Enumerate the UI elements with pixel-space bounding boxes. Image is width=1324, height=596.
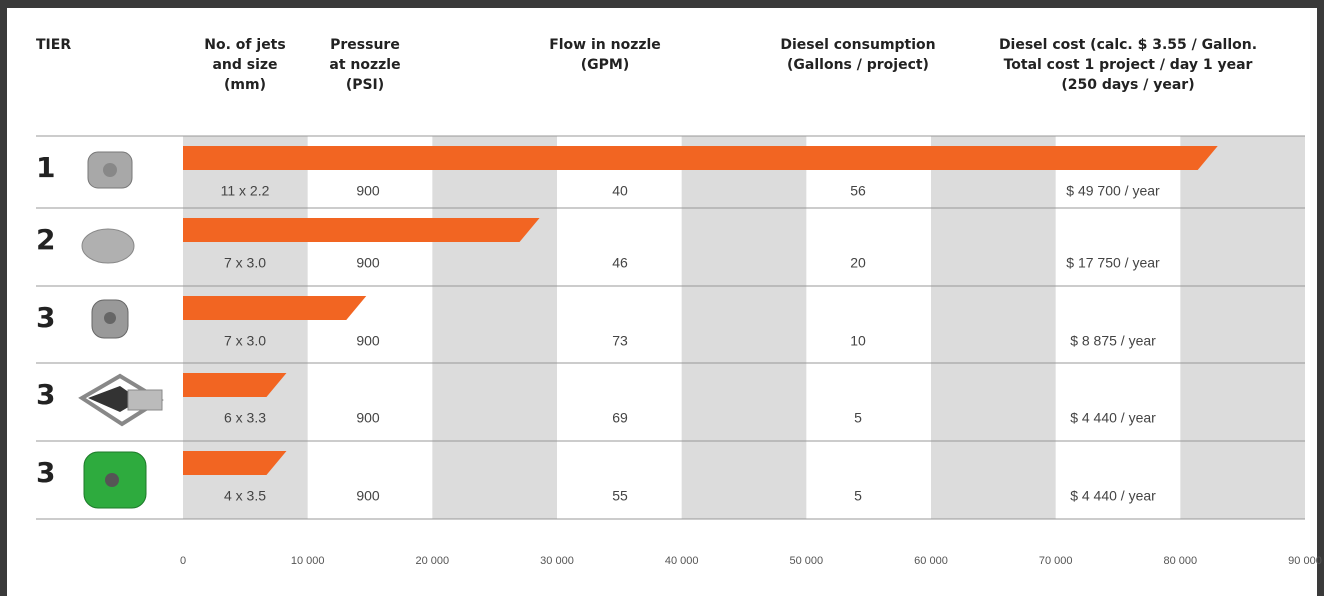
cell-value: 900 bbox=[356, 255, 380, 271]
grid-band bbox=[1180, 136, 1305, 519]
tier-label: 3 bbox=[36, 301, 55, 334]
x-tick-label: 40 000 bbox=[665, 555, 699, 567]
cell-value: 6 x 3.3 bbox=[224, 410, 266, 426]
cell-value: 56 bbox=[850, 183, 866, 199]
column-header: (250 days / year) bbox=[1061, 77, 1194, 93]
tier-label: 3 bbox=[36, 378, 55, 411]
bar bbox=[183, 146, 1218, 170]
column-header: Pressure bbox=[330, 37, 400, 53]
column-header: and size bbox=[212, 57, 277, 73]
cell-value: 900 bbox=[356, 410, 380, 426]
column-header: Flow in nozzle bbox=[549, 37, 661, 53]
tier-header: TIER bbox=[36, 37, 71, 53]
column-header: (GPM) bbox=[581, 57, 629, 73]
cell-value: 900 bbox=[356, 333, 380, 349]
bar bbox=[183, 296, 367, 320]
grid-band bbox=[681, 136, 807, 519]
cell-value: 900 bbox=[356, 488, 380, 504]
column-header: (PSI) bbox=[346, 77, 384, 93]
bar bbox=[183, 451, 287, 475]
x-tick-label: 50 000 bbox=[790, 555, 824, 567]
grid-band bbox=[931, 136, 1056, 519]
cell-value: 900 bbox=[356, 183, 380, 199]
cell-value: $ 8 875 / year bbox=[1070, 333, 1156, 349]
column-header: (Gallons / project) bbox=[787, 57, 929, 73]
nozzle-icons bbox=[78, 151, 164, 509]
column-header: (mm) bbox=[224, 77, 266, 93]
cell-value: 5 bbox=[854, 410, 862, 426]
cell-value: 4 x 3.5 bbox=[224, 488, 266, 504]
cell-value: $ 4 440 / year bbox=[1070, 488, 1156, 504]
column-header: No. of jets bbox=[204, 37, 285, 53]
x-tick-label: 30 000 bbox=[540, 555, 574, 567]
tier-label: 1 bbox=[36, 151, 55, 184]
grid-band bbox=[432, 136, 557, 519]
x-tick-label: 80 000 bbox=[1164, 555, 1198, 567]
cell-value: 7 x 3.0 bbox=[224, 333, 266, 349]
tier-label: 3 bbox=[36, 456, 55, 489]
cell-value: $ 17 750 / year bbox=[1066, 255, 1160, 271]
x-tick-label: 10 000 bbox=[291, 555, 325, 567]
cell-value: 69 bbox=[612, 410, 628, 426]
x-tick-label: 0 bbox=[180, 555, 186, 567]
x-tick-label: 60 000 bbox=[914, 555, 948, 567]
cell-value: $ 4 440 / year bbox=[1070, 410, 1156, 426]
cell-value: 55 bbox=[612, 488, 628, 504]
tier-label: 2 bbox=[36, 223, 55, 256]
column-header: Total cost 1 project / day 1 year bbox=[1004, 57, 1253, 73]
cell-value: 10 bbox=[850, 333, 866, 349]
cell-value: 11 x 2.2 bbox=[221, 183, 270, 199]
cell-value: 7 x 3.0 bbox=[224, 255, 266, 271]
cell-value: 40 bbox=[612, 183, 628, 199]
cell-value: 46 bbox=[612, 255, 628, 271]
x-tick-label: 90 000 bbox=[1288, 555, 1322, 567]
bar bbox=[183, 218, 540, 242]
cell-value: 5 bbox=[854, 488, 862, 504]
column-header: at nozzle bbox=[329, 57, 400, 73]
cell-value: 20 bbox=[850, 255, 866, 271]
column-header: Diesel consumption bbox=[780, 37, 935, 53]
cell-value: $ 49 700 / year bbox=[1066, 183, 1160, 199]
cell-value: 73 bbox=[612, 333, 628, 349]
bar bbox=[183, 373, 287, 397]
x-tick-label: 20 000 bbox=[416, 555, 450, 567]
x-tick-label: 70 000 bbox=[1039, 555, 1073, 567]
column-header: Diesel cost (calc. $ 3.55 / Gallon. bbox=[999, 37, 1257, 53]
